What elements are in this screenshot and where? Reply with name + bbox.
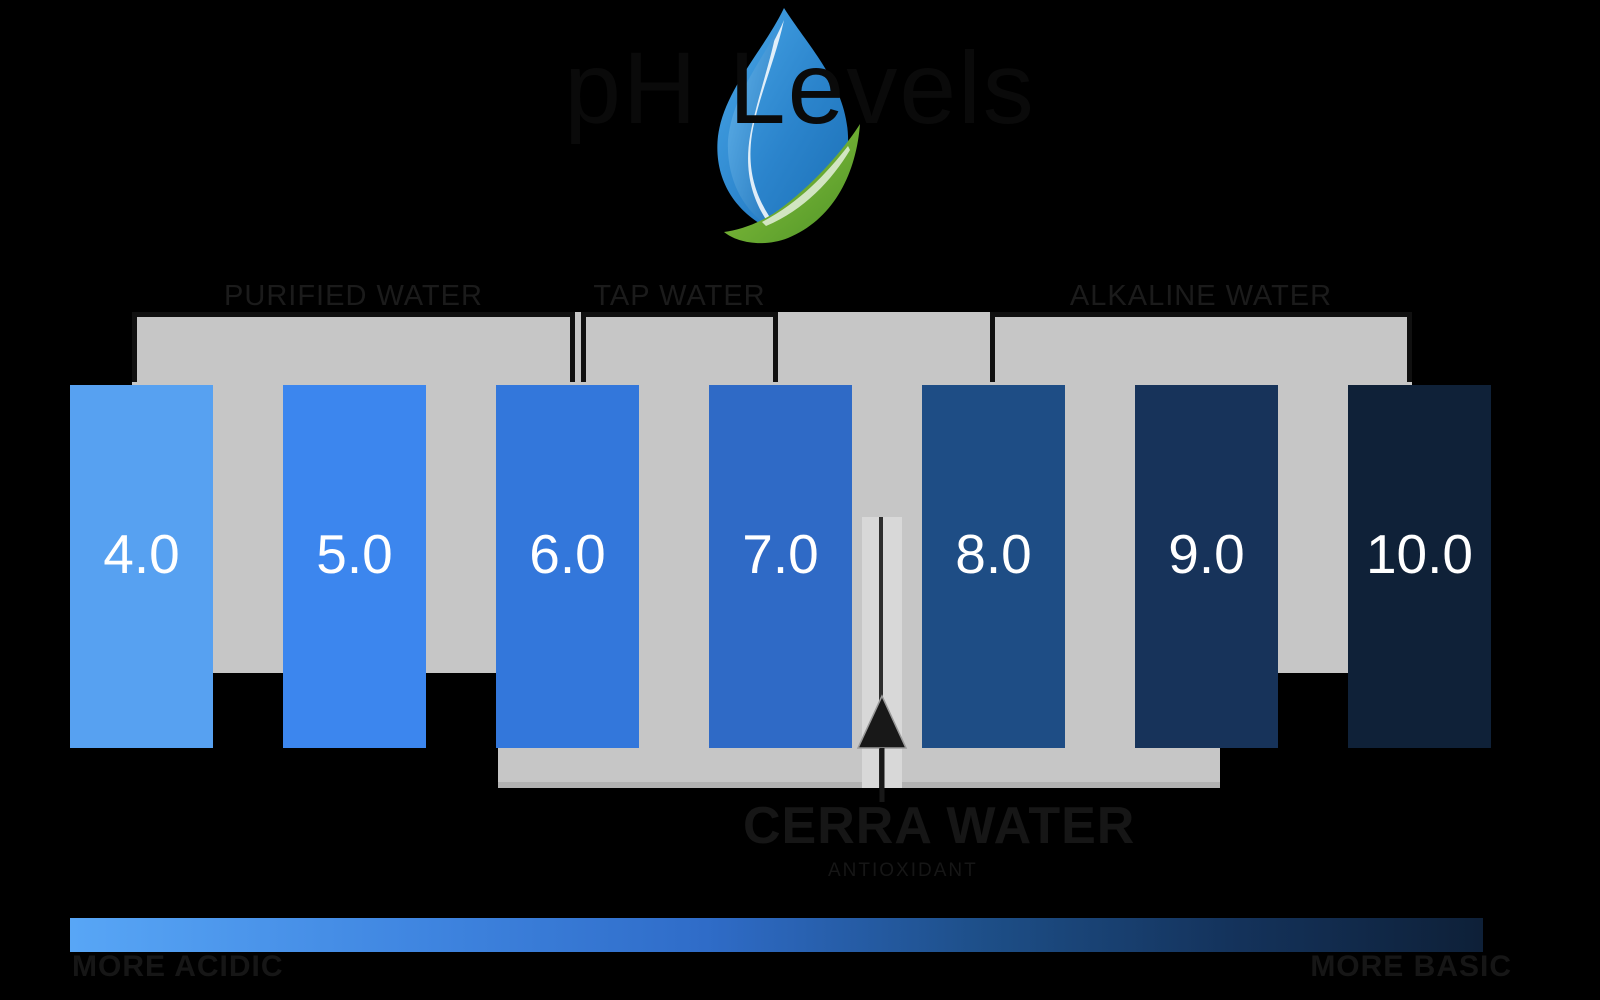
bracket-label: PURIFIED WATER xyxy=(224,280,483,312)
bracket-label: ALKALINE WATER xyxy=(1069,280,1333,312)
ph-bar-value: 8.0 xyxy=(955,522,1032,585)
ph-bar: 6.0 xyxy=(496,385,639,748)
ph-bar-value: 6.0 xyxy=(529,522,606,585)
ph-bar: 4.0 xyxy=(70,385,213,748)
ph-bar-value: 9.0 xyxy=(1168,522,1245,585)
ph-bar: 5.0 xyxy=(283,385,426,748)
ph-bar: 9.0 xyxy=(1135,385,1278,748)
bracket-alkaline-water: ALKALINE WATER xyxy=(990,280,1412,382)
scale-label-acidic: MORE ACIDIC xyxy=(72,950,284,983)
ph-bar: 10.0 xyxy=(1348,385,1491,748)
ph-bar-value: 10.0 xyxy=(1365,522,1474,585)
callout-tagline: ANTIOXIDANT xyxy=(828,860,978,881)
ph-bar-value: 4.0 xyxy=(103,522,180,585)
ph-bar: 7.0 xyxy=(709,385,852,748)
brand-logo xyxy=(688,6,866,252)
up-arrow-icon xyxy=(856,694,908,802)
ph-bar-value: 5.0 xyxy=(316,522,393,585)
ph-gradient-scale xyxy=(70,918,1483,952)
bracket-label: TAP WATER xyxy=(593,280,766,312)
bracket-purified-water: PURIFIED WATER xyxy=(132,280,575,382)
callout-brand: CERRA WATER xyxy=(743,797,1136,855)
page-title: pH Levels xyxy=(564,31,1036,145)
scale-label-basic: MORE BASIC xyxy=(1310,950,1512,983)
water-drop-leaf-icon xyxy=(717,8,860,244)
ph-bar-value: 7.0 xyxy=(742,522,819,585)
ph-bar: 8.0 xyxy=(922,385,1065,748)
scale-divider-line xyxy=(879,517,883,788)
bracket-tap-water: TAP WATER xyxy=(581,280,778,382)
